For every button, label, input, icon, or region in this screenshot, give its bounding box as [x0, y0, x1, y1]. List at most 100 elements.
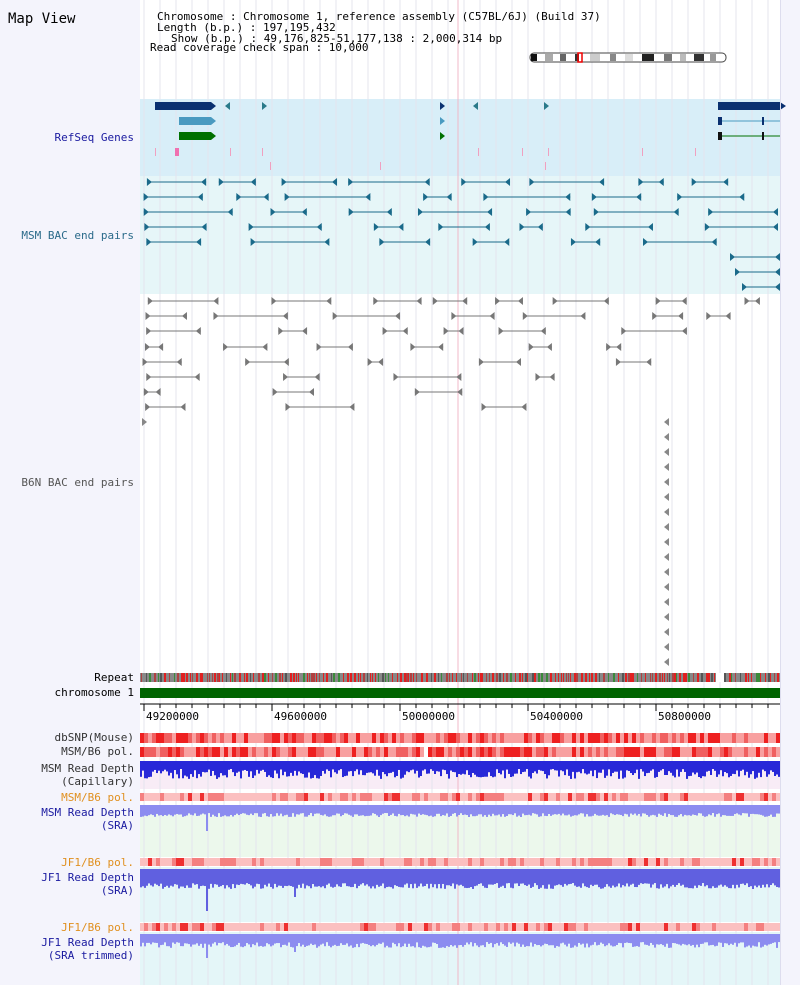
- jf1-sra-depth-bar: [368, 869, 370, 887]
- msm-bac-pair-end: [446, 193, 452, 201]
- repeat-element: [463, 673, 464, 682]
- jf1-pol-cell-2: [624, 923, 628, 931]
- jf1-sra-depth-bar: [154, 869, 156, 884]
- jf1-trim-depth-bar: [458, 934, 460, 946]
- jf1-pol-cell: [560, 858, 564, 866]
- msm-pol-cell-2: [552, 793, 556, 801]
- jf1-sra-depth-bar: [224, 869, 226, 889]
- jf1-pol-cell: [588, 858, 592, 866]
- jf1-trim-depth-bar: [616, 934, 618, 945]
- msm-capillary-depth-bar: [370, 761, 372, 773]
- msm-capillary-depth-bar: [444, 761, 446, 771]
- read-depth-tracks[interactable]: [140, 761, 780, 958]
- msm-pol-cell-2: [500, 793, 504, 801]
- dbsnp-cell: [628, 733, 632, 743]
- jf1-sra-depth-bar: [388, 869, 390, 887]
- msm-capillary-depth-bar: [654, 761, 656, 778]
- b6n-bac-pairs[interactable]: [142, 297, 760, 666]
- msm-pol-label-1[interactable]: MSM/B6 pol.: [61, 745, 134, 758]
- msm-pol-cell-2: [272, 793, 276, 801]
- msm-capillary-depth-bar: [746, 761, 748, 772]
- dbsnp-label[interactable]: dbSNP(Mouse): [55, 731, 134, 744]
- msm-sra-depth-bar: [228, 805, 230, 817]
- msm-capillary-depth-bar: [702, 761, 704, 777]
- jf1-pol-label-2[interactable]: JF1/B6 pol.: [61, 921, 134, 934]
- msm-capillary-depth-bar: [602, 761, 604, 770]
- msm-capillary-depth-bar: [144, 761, 146, 779]
- repeat-label[interactable]: Repeat: [94, 671, 134, 684]
- jf1-trim-depth-bar: [436, 934, 438, 945]
- msm-pol-cell: [600, 747, 604, 757]
- jf1-trim-depth-bar: [460, 934, 462, 946]
- refseq-genes[interactable]: [155, 102, 786, 140]
- msm-sra-depth-bar: [756, 805, 758, 815]
- jf1-trim-depth-bar: [768, 934, 770, 945]
- msm-capillary-depth-bar: [302, 761, 304, 775]
- b6n-bac-pair-end: [521, 403, 527, 411]
- msm-bac-pair-end: [332, 178, 338, 186]
- msm-capillary-depth-bar: [272, 761, 274, 779]
- jf1-pol-cell-2: [664, 923, 668, 931]
- msm-capillary-depth-bar: [562, 761, 564, 772]
- msm-capillary-depth-bar: [744, 761, 746, 776]
- b6n-bac-pair-end: [414, 388, 420, 396]
- repeat-element: [480, 673, 482, 682]
- msm-bac-pairs[interactable]: [143, 178, 780, 291]
- jf1-sra-depth-bar: [776, 869, 778, 887]
- jf1-depth-trim-label[interactable]: JF1 Read Depth: [41, 936, 134, 949]
- jf1-sra-depth-bar: [264, 869, 266, 885]
- jf1-depth-sra-label[interactable]: JF1 Read Depth: [41, 871, 134, 884]
- msm-sra-depth-bar: [752, 805, 754, 814]
- msm-capillary-depth-bar: [658, 761, 660, 772]
- dbsnp-cell: [336, 733, 340, 743]
- jf1-trim-depth-bar: [696, 934, 698, 945]
- jf1-trim-depth-bar: [668, 934, 670, 948]
- msm-capillary-depth-bar: [498, 761, 500, 774]
- msm-pol-cell-2: [372, 793, 376, 801]
- msm-bac-pair-end: [591, 193, 597, 201]
- dbsnp-cell: [320, 733, 324, 743]
- jf1-sra-depth-bar: [462, 869, 464, 887]
- refseq-tick: [380, 162, 381, 170]
- b6n-bac-label[interactable]: B6N BAC end pairs: [21, 476, 134, 489]
- msm-depth-capillary-label[interactable]: MSM Read Depth: [41, 762, 134, 775]
- repeat-element: [202, 673, 203, 682]
- msm-sra-depth-bar: [382, 805, 384, 814]
- b6n-bac-pair-end: [646, 358, 652, 366]
- msm-sra-depth-bar: [320, 805, 322, 815]
- jf1-pol-cell: [640, 858, 644, 866]
- jf1-sra-depth-bar: [532, 869, 534, 887]
- chromosome-ideogram[interactable]: [529, 52, 727, 63]
- jf1-pol-cell: [340, 858, 344, 866]
- jf1-trim-depth-bar: [384, 934, 386, 948]
- jf1-sra-depth-bar: [626, 869, 628, 884]
- repeat-track[interactable]: [140, 673, 780, 682]
- jf1-pol-cell-2: [284, 923, 288, 931]
- msm-capillary-depth-bar: [392, 761, 394, 772]
- msm-depth-sra-label[interactable]: MSM Read Depth: [41, 806, 134, 819]
- jf1-sra-depth-bar: [290, 869, 292, 886]
- jf1-trim-depth-bar: [406, 934, 408, 947]
- msm-capillary-depth-bar: [310, 761, 312, 779]
- jf1-trim-depth-bar: [360, 934, 362, 944]
- polymorphism-heat-tracks[interactable]: [140, 733, 780, 931]
- jf1-trim-depth-bar: [344, 934, 346, 945]
- msm-capillary-depth-bar: [200, 761, 202, 777]
- dbsnp-cell: [408, 733, 412, 743]
- b6n-bac-pair-end: [402, 327, 408, 335]
- repeat-element: [264, 673, 266, 682]
- msm-sra-depth-bar: [370, 805, 372, 816]
- jf1-pol-label-1[interactable]: JF1/B6 pol.: [61, 856, 134, 869]
- jf1-pol-cell: [224, 858, 228, 866]
- msm-capillary-depth-bar: [666, 761, 668, 776]
- refseq-label[interactable]: RefSeq Genes: [55, 131, 134, 144]
- msm-pol-label-2[interactable]: MSM/B6 pol.: [61, 791, 134, 804]
- msm-sra-depth-bar: [690, 805, 692, 816]
- msm-capillary-depth-bar: [400, 761, 402, 779]
- b6n-bac-end: [664, 523, 669, 531]
- jf1-sra-depth-bar: [686, 869, 688, 888]
- msm-capillary-depth-bar: [538, 761, 540, 770]
- jf1-pol-cell: [636, 858, 640, 866]
- msm-bac-label[interactable]: MSM BAC end pairs: [21, 229, 134, 242]
- msm-sra-depth-bar: [600, 805, 602, 816]
